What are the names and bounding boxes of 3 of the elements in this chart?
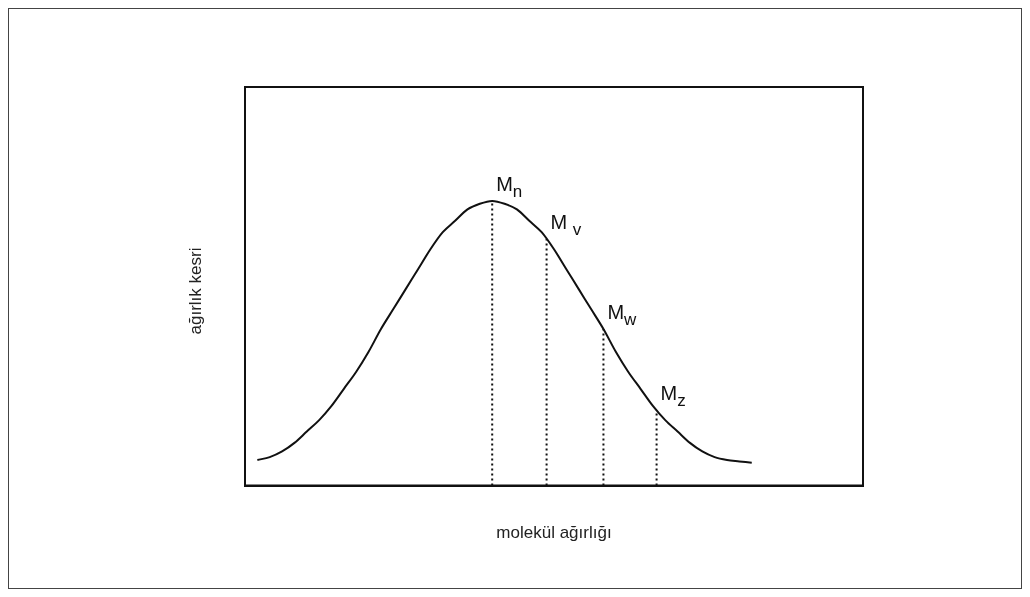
annotation: M v — [550, 211, 582, 240]
y-axis-title: ağırlık kesri — [186, 247, 206, 335]
x-axis-title: molekül ağırlığı — [496, 523, 612, 543]
